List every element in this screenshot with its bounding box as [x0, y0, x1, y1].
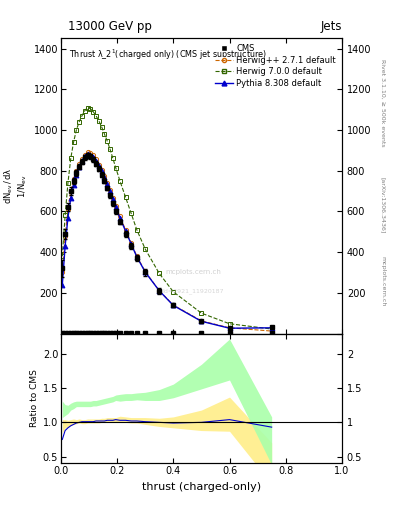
- Legend: CMS, Herwig++ 2.7.1 default, Herwig 7.0.0 default, Pythia 8.308 default: CMS, Herwig++ 2.7.1 default, Herwig 7.0.…: [211, 41, 340, 91]
- Text: Id=2921_11920187: Id=2921_11920187: [162, 288, 224, 294]
- Y-axis label: $\mathrm{d}N_\mathrm{ev}\,/\,\mathrm{d}\lambda$
$1/N_\mathrm{ev}$: $\mathrm{d}N_\mathrm{ev}\,/\,\mathrm{d}\…: [2, 167, 29, 204]
- Text: [arXiv:1306.3436]: [arXiv:1306.3436]: [381, 177, 386, 233]
- Text: mcplots.cern.ch: mcplots.cern.ch: [381, 257, 386, 307]
- X-axis label: thrust (charged-only): thrust (charged-only): [142, 482, 261, 492]
- Text: 13000 GeV pp: 13000 GeV pp: [68, 20, 152, 33]
- Y-axis label: Ratio to CMS: Ratio to CMS: [29, 370, 39, 428]
- Text: mcplots.cern.ch: mcplots.cern.ch: [165, 269, 221, 275]
- Text: Thrust $\lambda\_2^1$(charged only) (CMS jet substructure): Thrust $\lambda\_2^1$(charged only) (CMS…: [69, 47, 267, 61]
- Text: Rivet 3.1.10, ≥ 500k events: Rivet 3.1.10, ≥ 500k events: [381, 58, 386, 146]
- Text: Jets: Jets: [320, 20, 342, 33]
